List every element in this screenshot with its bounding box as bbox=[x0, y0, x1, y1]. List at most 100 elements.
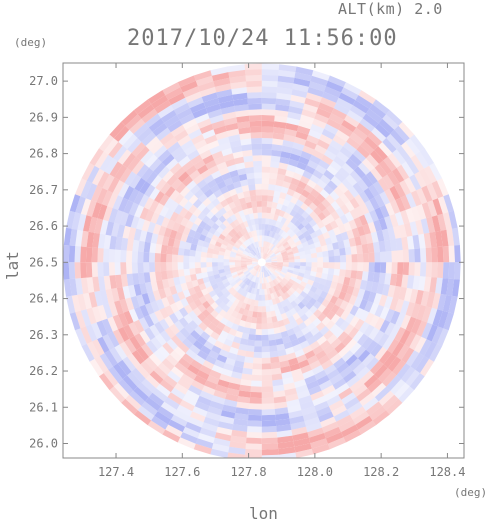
radar-gate bbox=[374, 304, 385, 318]
radar-gate bbox=[261, 431, 278, 439]
radar-gate bbox=[249, 252, 255, 257]
radar-gate bbox=[356, 145, 370, 159]
radar-gate bbox=[138, 240, 145, 252]
radar-gate bbox=[239, 132, 251, 140]
radar-gate bbox=[162, 236, 170, 246]
radar-gate bbox=[420, 262, 427, 277]
radar-gate bbox=[311, 262, 318, 268]
radar-gate bbox=[300, 262, 306, 267]
plot-frame bbox=[62, 62, 465, 459]
radar-gate bbox=[251, 138, 262, 145]
radar-gate bbox=[254, 276, 258, 283]
radar-gate bbox=[104, 350, 118, 367]
radar-gate bbox=[245, 272, 251, 278]
radar-gate bbox=[319, 379, 333, 391]
radar-gate bbox=[261, 206, 267, 213]
radar-gate bbox=[253, 270, 257, 276]
radar-gate bbox=[353, 345, 366, 359]
radar-gate bbox=[324, 123, 339, 135]
radar-gate bbox=[333, 268, 340, 276]
radar-gate bbox=[261, 300, 266, 307]
radar-gate bbox=[253, 288, 258, 295]
radar-gate bbox=[150, 300, 160, 313]
radar-gate bbox=[325, 194, 336, 205]
radar-gate bbox=[173, 276, 181, 286]
radar-gate bbox=[396, 344, 410, 360]
radar-gate bbox=[91, 262, 98, 278]
radar-gate bbox=[293, 219, 302, 228]
radar-gate bbox=[283, 219, 291, 227]
radar-gate bbox=[197, 239, 205, 247]
radar-gate bbox=[268, 334, 276, 341]
radar-gate bbox=[282, 199, 291, 207]
radar-gate bbox=[156, 383, 171, 397]
radar-gate bbox=[168, 419, 186, 433]
radar-gate bbox=[244, 271, 250, 276]
radar-gate bbox=[103, 262, 110, 277]
radar-gate bbox=[187, 416, 204, 428]
radar-gate bbox=[66, 210, 76, 229]
radar-gate bbox=[126, 250, 133, 263]
radar-gate bbox=[356, 270, 363, 280]
radar-gate bbox=[203, 416, 220, 427]
radar-gate bbox=[396, 363, 411, 380]
radar-gate bbox=[265, 263, 271, 267]
radar-gate bbox=[363, 374, 379, 389]
radar-gate bbox=[406, 235, 415, 250]
radar-gate bbox=[247, 255, 253, 259]
radar-gate bbox=[250, 237, 255, 244]
radar-gate bbox=[167, 119, 183, 133]
radar-gate bbox=[395, 274, 403, 287]
radar-gate bbox=[343, 189, 355, 201]
radar-gate bbox=[192, 307, 202, 317]
radar-gate bbox=[123, 310, 134, 325]
radar-gate bbox=[259, 283, 262, 290]
radar-gate bbox=[274, 109, 289, 118]
radar-gate bbox=[140, 150, 154, 164]
radar-gate bbox=[238, 272, 245, 278]
radar-gate bbox=[316, 335, 327, 346]
radar-gate bbox=[245, 443, 262, 450]
radar-gate bbox=[277, 258, 283, 261]
radar-gate bbox=[230, 281, 237, 287]
radar-gate bbox=[222, 111, 237, 121]
radar-gate bbox=[275, 104, 290, 112]
radar-gate bbox=[316, 321, 326, 332]
radar-gate bbox=[99, 134, 114, 152]
radar-gate bbox=[356, 388, 372, 402]
radar-gate bbox=[273, 396, 287, 404]
radar-gate bbox=[323, 184, 334, 195]
radar-gate bbox=[424, 165, 437, 184]
radar-gate bbox=[229, 259, 235, 263]
radar-gate bbox=[99, 373, 114, 391]
radar-gate bbox=[275, 179, 284, 187]
radar-gate bbox=[281, 145, 293, 154]
radar-gate bbox=[216, 89, 233, 98]
radar-gate bbox=[169, 162, 182, 175]
radar-gate bbox=[251, 143, 262, 150]
radar-gate bbox=[409, 221, 419, 236]
radar-gate bbox=[166, 245, 174, 255]
radar-gate bbox=[199, 123, 214, 134]
radar-gate bbox=[221, 172, 232, 181]
radar-gate bbox=[222, 191, 232, 200]
radar-gate bbox=[116, 286, 126, 301]
radar-gate bbox=[298, 233, 305, 241]
radar-gate bbox=[94, 356, 109, 374]
radar-gate bbox=[286, 214, 294, 222]
radar-gate bbox=[225, 320, 234, 329]
radar-gate bbox=[242, 367, 253, 375]
radar-gate bbox=[307, 279, 315, 286]
radar-gate bbox=[248, 231, 253, 238]
radar-gate bbox=[118, 327, 130, 342]
radar-gate bbox=[182, 175, 193, 187]
radar-gate bbox=[267, 242, 271, 249]
radar-gate bbox=[257, 283, 260, 290]
radar-gate bbox=[227, 452, 245, 458]
radar-gate bbox=[432, 198, 443, 216]
radar-gate bbox=[305, 422, 322, 433]
radar-gate bbox=[414, 336, 427, 354]
radar-gate bbox=[248, 109, 262, 116]
radar-gate bbox=[252, 149, 262, 156]
radar-gate bbox=[131, 160, 145, 175]
